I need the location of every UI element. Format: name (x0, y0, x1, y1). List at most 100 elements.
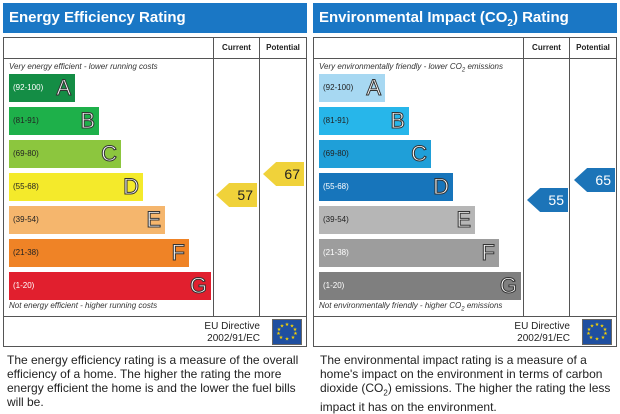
svg-text:★: ★ (276, 331, 281, 337)
band-range-label: (1-20) (13, 281, 35, 290)
band-letter: B (390, 108, 406, 134)
header-divider (314, 58, 616, 59)
band-letter: D (433, 174, 450, 200)
band-range-label: (55-68) (13, 182, 39, 191)
potential-column-divider (569, 38, 570, 316)
top-caption: Very environmentally friendly - lower CO… (319, 62, 504, 74)
band-letter: A (366, 75, 382, 101)
header-divider (4, 58, 306, 59)
svg-text:★: ★ (589, 335, 594, 341)
svg-text:★: ★ (280, 324, 285, 330)
eu-directive-line1: EU Directive (514, 321, 570, 332)
svg-text:★: ★ (277, 327, 282, 333)
bottom-caption: Not environmentally friendly - higher CO… (319, 301, 503, 313)
eu-directive-line2: 2002/91/EC (207, 333, 260, 344)
potential-rating-arrow: 65 (574, 168, 615, 192)
current-rating-arrow: 57 (216, 183, 257, 207)
svg-text:★: ★ (290, 324, 295, 330)
energy-title-bar: Energy Efficiency Rating (3, 3, 307, 33)
band-range-label: (69-80) (13, 149, 39, 158)
svg-text:★: ★ (587, 327, 592, 333)
band-letter: C (101, 141, 118, 167)
energy-chart-frame: Current Potential Very energy efficient … (3, 37, 307, 347)
band-letter: G (189, 273, 207, 299)
svg-text:★: ★ (590, 324, 595, 330)
eu-directive-label: EU Directive 2002/91/EC (514, 321, 570, 345)
band-range-label: (21-38) (13, 248, 39, 257)
potential-column-header: Potential (576, 43, 610, 52)
band-range-label: (92-100) (13, 83, 44, 92)
svg-text:★: ★ (291, 335, 296, 341)
svg-text:★: ★ (279, 335, 284, 341)
rating-band-b: (81-91) B (319, 107, 409, 135)
eu-flag-icon: ★ ★ ★ ★ ★ ★ ★ ★ ★ ★ (272, 319, 302, 345)
potential-column-header: Potential (266, 43, 300, 52)
band-letter: F (171, 240, 185, 266)
current-rating-value: 55 (548, 192, 564, 208)
rating-band-g: (1-20) G (9, 272, 211, 300)
band-letter: C (411, 141, 428, 167)
rating-band-a: (92-100) A (319, 74, 385, 102)
band-range-label: (81-91) (13, 116, 39, 125)
energy-efficiency-panel: Energy Efficiency Rating Current Potenti… (3, 3, 307, 347)
potential-rating-value: 65 (595, 172, 611, 188)
band-range-label: (21-38) (323, 248, 349, 257)
rating-band-e: (39-54) E (319, 206, 475, 234)
rating-band-a: (92-100) A (9, 74, 75, 102)
environment-description: The environmental impact rating is a mea… (320, 353, 611, 414)
rating-band-d: (55-68) D (319, 173, 453, 201)
rating-band-f: (21-38) F (319, 239, 499, 267)
environmental-impact-panel: Environmental Impact (CO2) Rating Curren… (313, 3, 617, 347)
band-letter: G (499, 273, 517, 299)
rating-band-f: (21-38) F (9, 239, 189, 267)
rating-band-c: (69-80) C (9, 140, 121, 168)
svg-text:★: ★ (603, 331, 608, 337)
rating-band-d: (55-68) D (9, 173, 143, 201)
eu-directive-label: EU Directive 2002/91/EC (204, 321, 260, 345)
band-letter: B (80, 108, 96, 134)
eu-flag-icon: ★ ★ ★ ★ ★ ★ ★ ★ ★ ★ (582, 319, 612, 345)
potential-rating-arrow: 67 (263, 162, 304, 186)
svg-text:★: ★ (600, 324, 605, 330)
potential-rating-value: 67 (284, 166, 300, 182)
band-letter: F (481, 240, 495, 266)
band-range-label: (39-54) (13, 215, 39, 224)
band-range-label: (55-68) (323, 182, 349, 191)
svg-text:★: ★ (595, 322, 600, 328)
energy-description: The energy efficiency rating is a measur… (7, 353, 299, 409)
current-column-divider (213, 38, 214, 316)
eu-directive-line2: 2002/91/EC (517, 333, 570, 344)
band-range-label: (81-91) (323, 116, 349, 125)
current-column-header: Current (532, 43, 561, 52)
rating-band-c: (69-80) C (319, 140, 431, 168)
current-column-header: Current (222, 43, 251, 52)
band-range-label: (69-80) (323, 149, 349, 158)
rating-band-g: (1-20) G (319, 272, 521, 300)
svg-text:★: ★ (603, 327, 608, 333)
rating-band-e: (39-54) E (9, 206, 165, 234)
band-letter: A (56, 75, 72, 101)
band-range-label: (1-20) (323, 281, 345, 290)
footer-divider (314, 316, 616, 317)
current-column-divider (523, 38, 524, 316)
rating-band-b: (81-91) B (9, 107, 99, 135)
svg-text:★: ★ (293, 327, 298, 333)
environment-title-bar: Environmental Impact (CO2) Rating (313, 3, 617, 33)
band-range-label: (39-54) (323, 215, 349, 224)
footer-divider (4, 316, 306, 317)
svg-text:★: ★ (285, 337, 290, 343)
current-rating-value: 57 (237, 187, 253, 203)
environment-chart-frame: Current Potential Very environmentally f… (313, 37, 617, 347)
svg-text:★: ★ (586, 331, 591, 337)
eu-directive-line1: EU Directive (204, 321, 260, 332)
energy-title: Energy Efficiency Rating (9, 9, 186, 26)
svg-text:★: ★ (293, 331, 298, 337)
potential-column-divider (259, 38, 260, 316)
bottom-caption: Not energy efficient - higher running co… (9, 301, 158, 310)
band-letter: D (123, 174, 140, 200)
band-letter: E (456, 207, 472, 233)
svg-text:★: ★ (285, 322, 290, 328)
band-letter: E (146, 207, 162, 233)
top-caption: Very energy efficient - lower running co… (9, 62, 158, 71)
band-range-label: (92-100) (323, 83, 354, 92)
